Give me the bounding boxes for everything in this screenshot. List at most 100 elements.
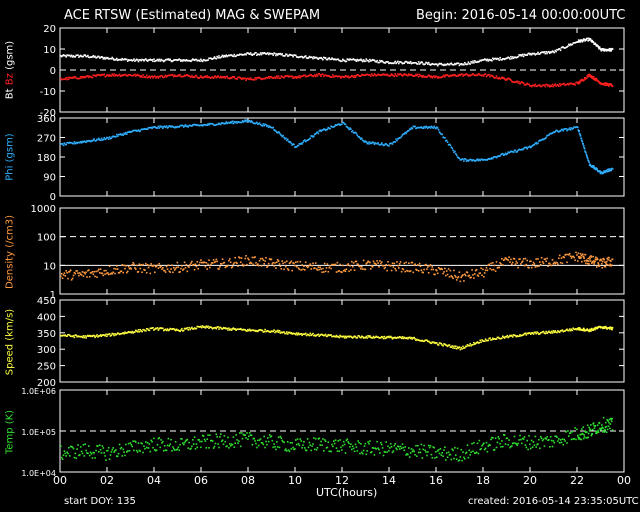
density-data-point: [145, 271, 148, 274]
phi-data-point: [77, 141, 79, 144]
magnetic-field-data-point: [449, 62, 452, 65]
x-tick-label: 00: [617, 474, 631, 487]
temperature-data-point: [533, 444, 536, 446]
temperature-data-point: [183, 441, 186, 444]
magnetic-field-data-point: [197, 77, 199, 79]
phi-data-point: [500, 153, 502, 156]
phi-data-point: [244, 119, 246, 121]
magnetic-field-data-point: [363, 74, 366, 76]
speed-data-point: [171, 328, 173, 331]
temperature-data-point: [502, 445, 504, 448]
temperature-data-point: [91, 457, 94, 459]
magnetic-field-data-point: [272, 77, 274, 79]
temperature-data-point: [120, 446, 123, 449]
magnetic-field-data-point: [342, 76, 345, 78]
density-data-point: [158, 262, 161, 265]
phi-data-point: [222, 122, 225, 125]
density-data-point: [293, 262, 295, 265]
magnetic-field-data-point: [568, 83, 570, 86]
magnetic-field-data-point: [550, 85, 553, 87]
phi-data-point: [221, 122, 224, 124]
density-data-point: [362, 259, 365, 262]
phi-data-point: [261, 125, 264, 127]
phi-data-point: [384, 143, 387, 145]
phi-data-point: [426, 126, 428, 128]
temperature-data-point: [204, 440, 207, 442]
speed-data-point: [539, 333, 541, 335]
magnetic-field-data-point: [127, 74, 130, 76]
phi-data-point: [389, 143, 391, 145]
temperature-data-point: [590, 424, 592, 426]
phi-data-point: [88, 140, 91, 142]
phi-data-point: [154, 125, 156, 128]
temperature-data-point: [602, 427, 604, 429]
speed-data-point: [511, 334, 513, 337]
phi-data-point: [577, 126, 579, 129]
phi-data-point: [454, 150, 456, 153]
magnetic-field-data-point: [455, 75, 458, 77]
magnetic-field-data-point: [147, 76, 150, 78]
magnetic-field-data-point: [401, 62, 404, 65]
phi-data-point: [582, 143, 584, 145]
phi-data-point: [344, 123, 347, 126]
temperature-data-point: [466, 444, 469, 446]
temperature-data-point: [286, 450, 288, 452]
magnetic-field-data-point: [83, 54, 86, 56]
speed-data-point: [470, 344, 472, 347]
speed-data-point: [103, 334, 105, 336]
density-data-point: [416, 269, 418, 271]
magnetic-field-data-point: [313, 75, 315, 77]
magnetic-field-data-point: [279, 52, 282, 55]
temperature-data-point: [322, 438, 324, 440]
speed-data-point: [408, 336, 411, 339]
magnetic-field-data-point: [598, 46, 601, 48]
phi-data-point: [581, 139, 583, 142]
magnetic-field-data-point: [258, 54, 261, 56]
speed-data-point: [359, 336, 361, 339]
temperature-data-point: [507, 444, 509, 446]
magnetic-field-data-point: [364, 60, 367, 62]
density-data-point: [229, 258, 231, 260]
temperature-data-point: [95, 449, 97, 452]
speed-data-point: [423, 340, 425, 343]
magnetic-field-data-point: [227, 77, 229, 79]
phi-data-point: [423, 125, 425, 128]
temperature-data-point: [343, 443, 346, 446]
density-data-point: [592, 260, 595, 262]
magnetic-field-data-point: [187, 59, 189, 62]
temperature-data-point: [589, 429, 592, 431]
temperature-data-point: [293, 448, 295, 451]
phi-data-point: [483, 158, 486, 161]
temperature-data-point: [433, 446, 435, 449]
magnetic-field-data-point: [65, 56, 67, 58]
temperature-data-point: [553, 441, 556, 444]
density-data-point: [455, 276, 457, 278]
temperature-data-point: [569, 432, 572, 434]
temperature-data-point: [184, 440, 187, 442]
speed-data-point: [441, 344, 443, 346]
temperature-data-point: [480, 448, 482, 450]
phi-axis-label: Phi (gsm): [4, 133, 16, 181]
magnetic-field-data-point: [351, 58, 353, 61]
density-data-point: [163, 269, 166, 272]
temperature-data-point: [148, 443, 151, 445]
magnetic-field-data-point: [149, 58, 152, 61]
temperature-data-point: [560, 441, 563, 444]
phi-data-point: [63, 142, 66, 144]
magnetic-field-data-point: [297, 56, 300, 59]
magnetic-field-data-point: [539, 52, 542, 54]
magnetic-field-data-point: [507, 77, 509, 80]
phi-data-point: [382, 144, 385, 147]
magnetic-field-data-point: [318, 57, 321, 59]
speed-data-point: [464, 345, 467, 348]
temperature-data-point: [208, 447, 210, 449]
density-data-point: [515, 260, 518, 263]
temperature-data-point: [576, 428, 578, 431]
temperature-data-point: [315, 449, 318, 451]
speed-data-point: [546, 332, 548, 334]
magnetic-field-data-point: [384, 74, 387, 76]
speed-data-point: [175, 328, 178, 331]
speed-data-point: [234, 328, 236, 330]
phi-data-point: [124, 133, 126, 135]
magnetic-field-data-point: [287, 55, 290, 57]
